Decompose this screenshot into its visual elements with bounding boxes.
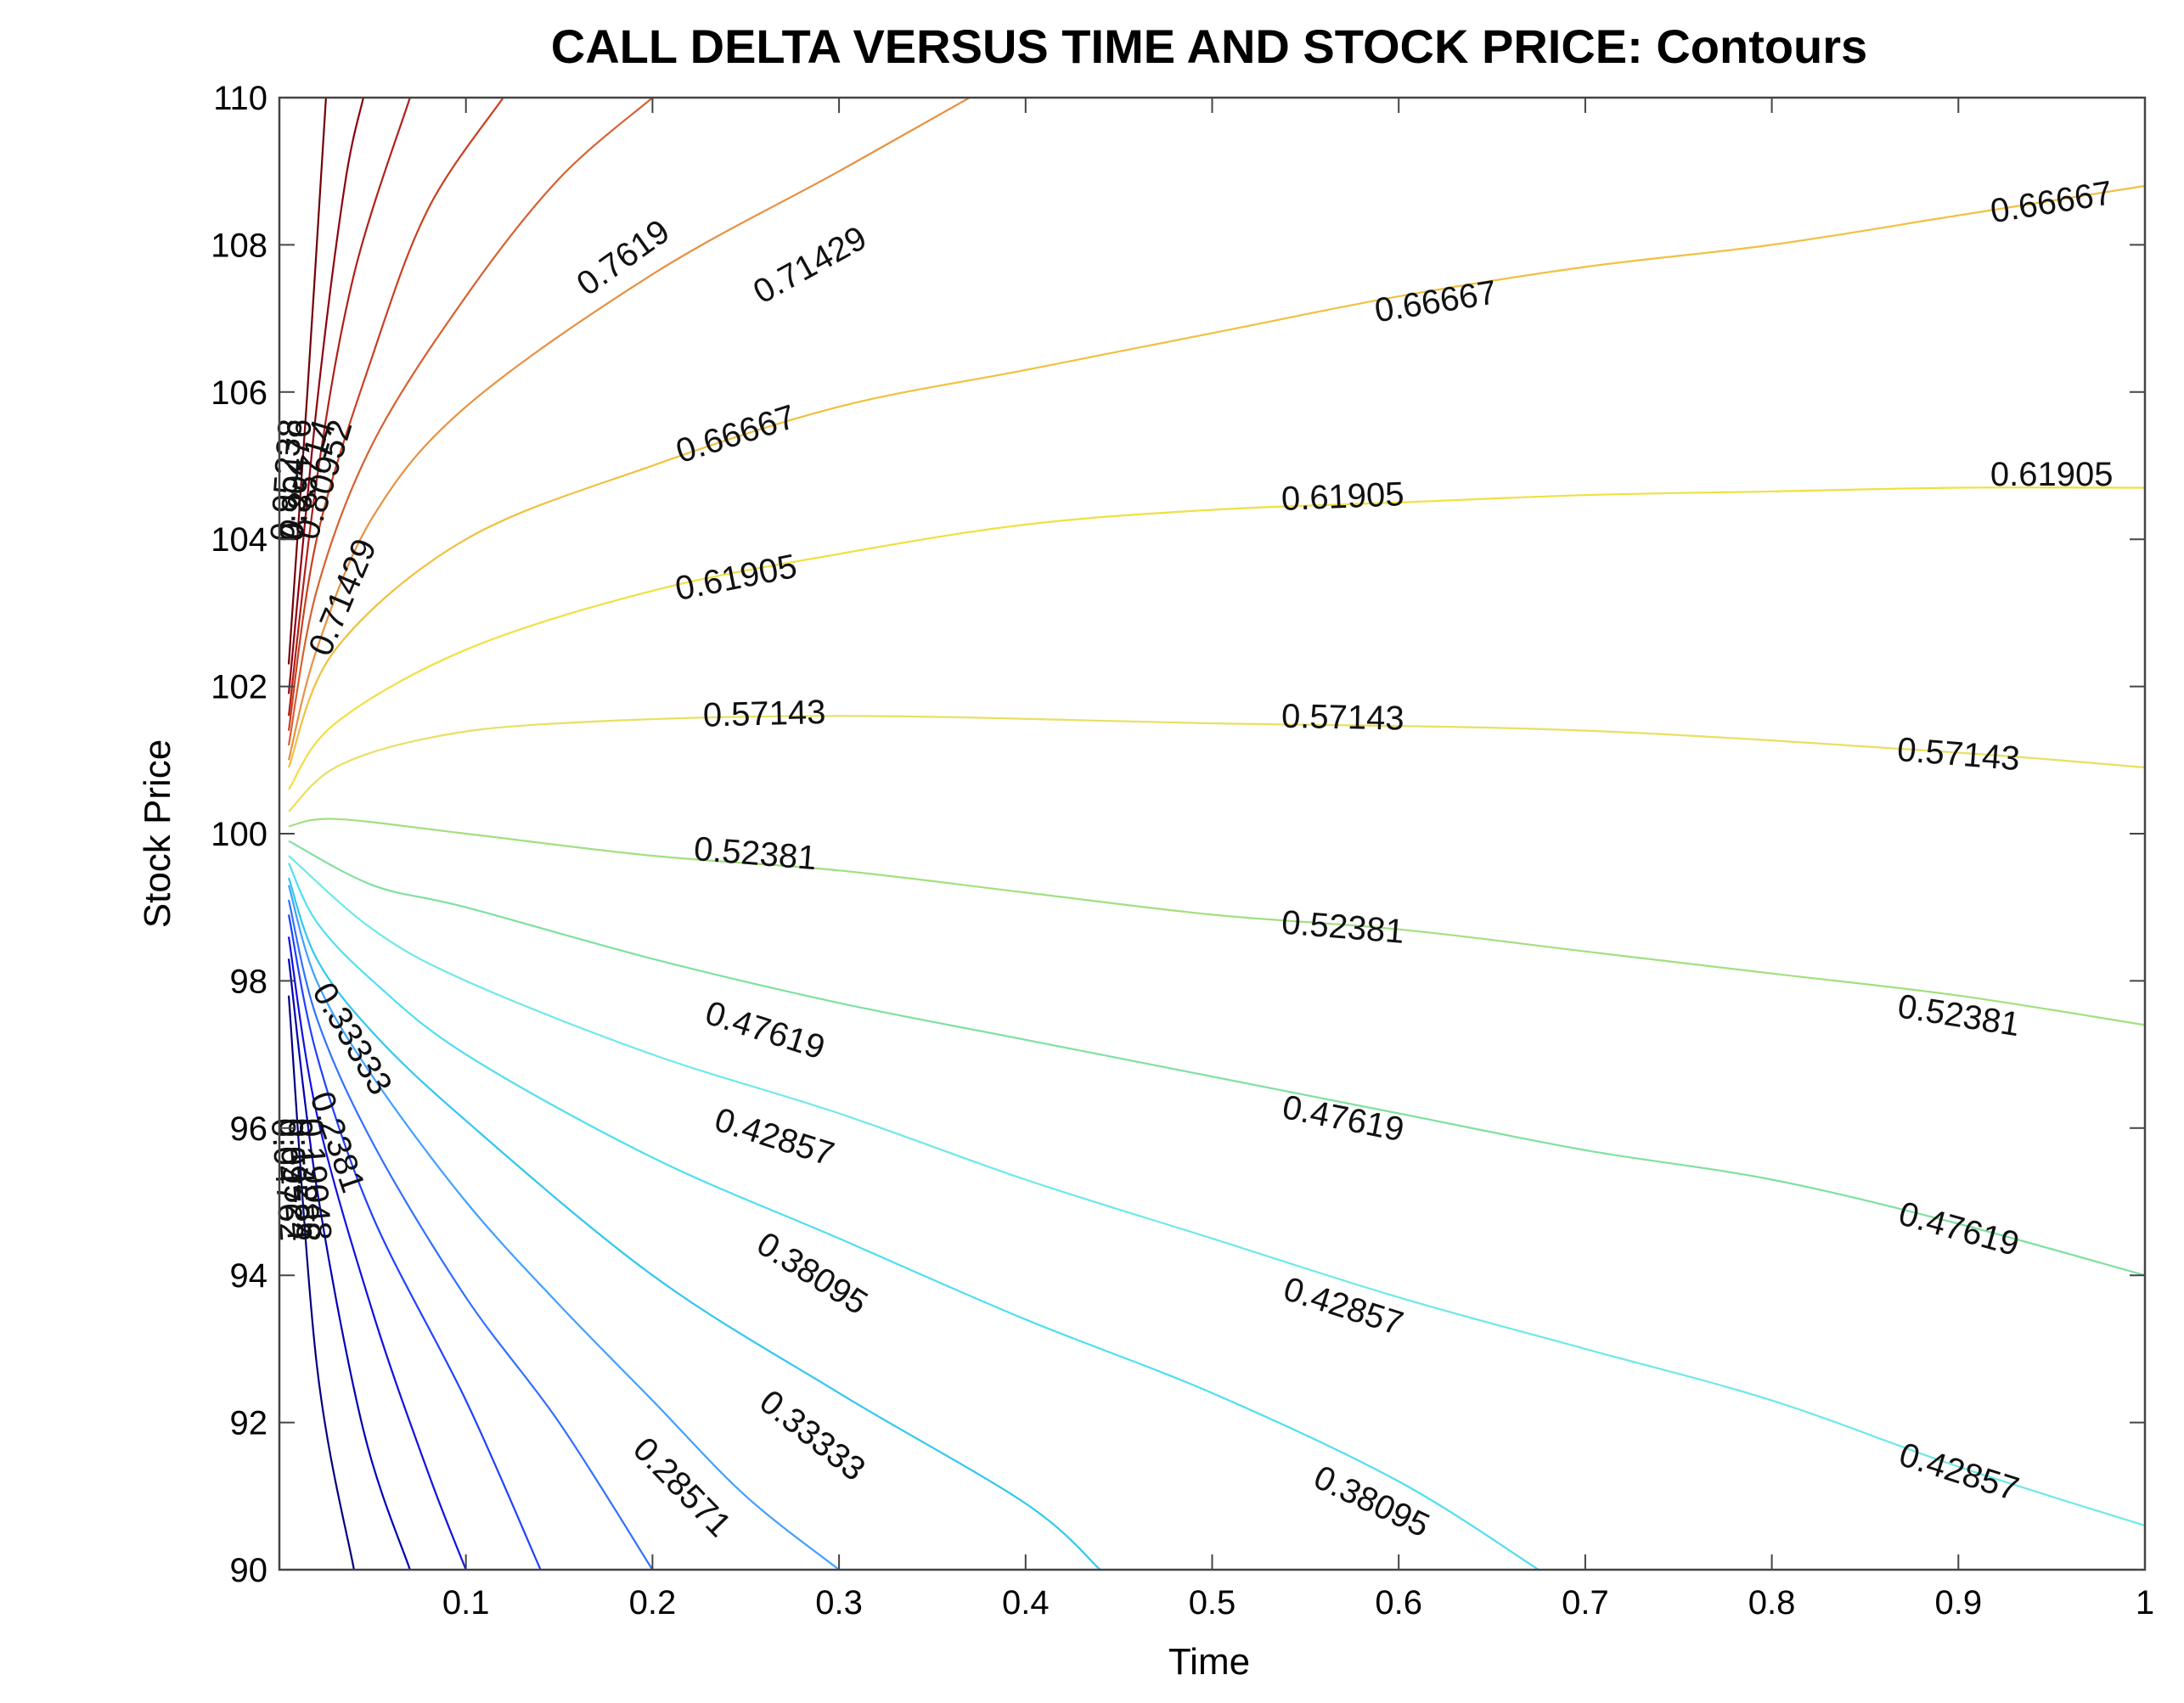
contour-line-1 [287,958,411,1570]
x-tick-label-1: 0.2 [629,1584,677,1622]
contour-line-18 [287,98,364,694]
x-tick-label-8: 0.9 [1934,1584,1982,1622]
contour-line-14 [287,98,971,761]
y-tick-label-10: 110 [213,80,267,117]
contour-line-9 [288,840,2145,1277]
contour-line-10 [288,818,2145,1026]
contour-label-32: 0.14286 [280,1117,327,1242]
contour-label-29: 0.90476 [273,418,319,542]
y-tick-label-6: 102 [211,669,267,706]
contour-line-2 [287,936,467,1570]
contour-label-31: 0.19048 [292,1117,339,1242]
chart-title: CALL DELTA VERSUS TIME AND STOCK PRICE: … [551,20,1867,73]
x-tick-label-7: 0.8 [1748,1584,1796,1622]
contour-line-5 [287,885,840,1570]
x-tick-label-3: 0.4 [1002,1584,1050,1622]
y-tick-label-4: 98 [230,963,268,1000]
contour-label-9: 0.57143 [1281,698,1404,738]
contour-line-6 [287,877,1101,1570]
x-tick-label-0: 0.1 [442,1584,490,1622]
x-tick-label-9: 1 [2136,1584,2154,1622]
contour-label-34: 0.04762 [264,1117,311,1242]
contour-label-30: 0.95238 [264,418,310,542]
x-tick-label-2: 0.3 [815,1584,863,1622]
y-tick-label-8: 106 [211,374,267,412]
contour-line-12 [288,486,2145,790]
x-tick-label-5: 0.6 [1375,1584,1422,1622]
contour-label-8: 0.57143 [702,694,826,734]
x-tick-label-4: 0.5 [1189,1584,1236,1622]
y-tick-label-2: 94 [230,1257,268,1295]
contour-label-7: 0.61905 [1990,456,2114,493]
y-tick-label-1: 92 [230,1405,268,1442]
x-axis-label: Time [1168,1641,1250,1683]
y-tick-label-3: 96 [230,1110,268,1148]
contour-line-11 [288,715,2145,812]
contour-line-15 [287,98,654,746]
contour-line-19 [287,98,327,665]
y-tick-label-0: 90 [230,1552,268,1589]
y-tick-label-9: 108 [211,227,267,264]
contour-line-3 [287,914,542,1570]
contour-line-4 [287,899,654,1570]
x-tick-label-6: 0.7 [1562,1584,1609,1622]
contour-lines [287,98,2145,1570]
y-tick-label-7: 104 [211,521,267,559]
contour-label-6: 0.61905 [1281,475,1404,518]
contour-line-16 [287,98,504,731]
contour-line-17 [287,98,411,717]
contour-line-13 [287,184,2145,768]
plot-frame [278,96,2147,1571]
y-tick-label-5: 100 [211,816,267,853]
contour-line-7 [288,863,1539,1570]
contour-line-8 [288,855,2145,1527]
contour-line-0 [287,995,355,1570]
y-axis-label: Stock Price [137,739,178,929]
